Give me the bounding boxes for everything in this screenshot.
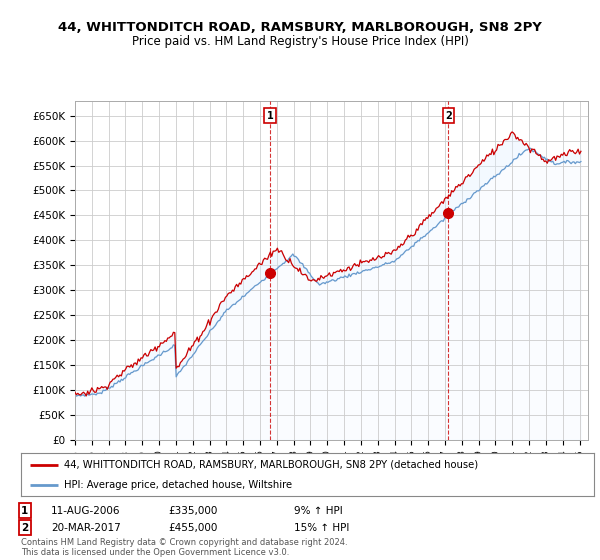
Text: 20-MAR-2017: 20-MAR-2017 [51, 522, 121, 533]
Text: HPI: Average price, detached house, Wiltshire: HPI: Average price, detached house, Wilt… [64, 480, 292, 490]
Text: 44, WHITTONDITCH ROAD, RAMSBURY, MARLBOROUGH, SN8 2PY: 44, WHITTONDITCH ROAD, RAMSBURY, MARLBOR… [58, 21, 542, 34]
Text: £455,000: £455,000 [168, 522, 217, 533]
Text: 2: 2 [21, 522, 28, 533]
Text: 15% ↑ HPI: 15% ↑ HPI [294, 522, 349, 533]
Text: 44, WHITTONDITCH ROAD, RAMSBURY, MARLBOROUGH, SN8 2PY (detached house): 44, WHITTONDITCH ROAD, RAMSBURY, MARLBOR… [64, 460, 478, 470]
Text: 1: 1 [267, 111, 274, 121]
Text: 2: 2 [445, 111, 452, 121]
Text: 9% ↑ HPI: 9% ↑ HPI [294, 506, 343, 516]
Text: Contains HM Land Registry data © Crown copyright and database right 2024.
This d: Contains HM Land Registry data © Crown c… [21, 538, 347, 557]
Text: 1: 1 [21, 506, 28, 516]
Text: Price paid vs. HM Land Registry's House Price Index (HPI): Price paid vs. HM Land Registry's House … [131, 35, 469, 48]
Text: 11-AUG-2006: 11-AUG-2006 [51, 506, 121, 516]
Text: £335,000: £335,000 [168, 506, 217, 516]
